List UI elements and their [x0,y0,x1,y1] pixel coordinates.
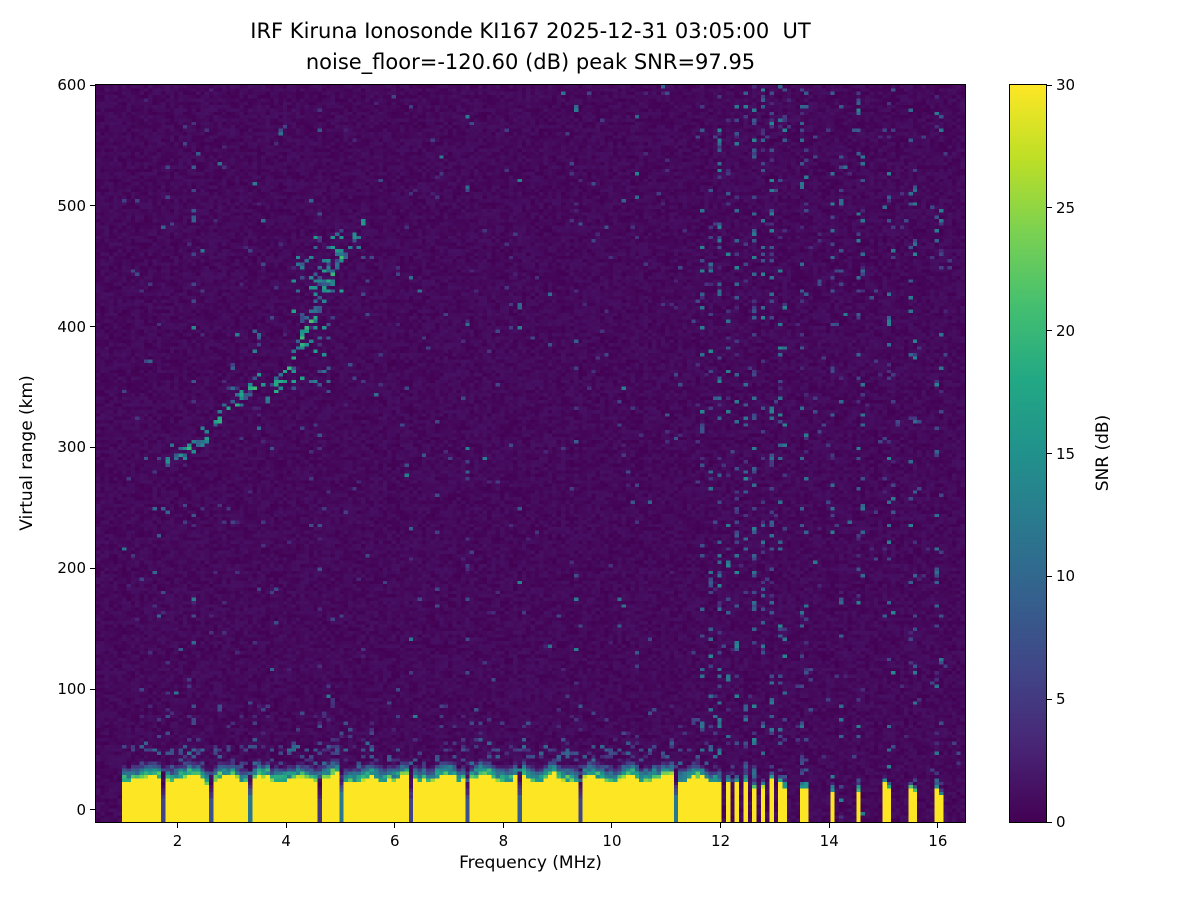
colorbar-tick [1047,575,1052,577]
y-tick-label: 300 [57,438,86,457]
x-tick-label: 12 [711,832,731,850]
y-tick-label: 0 [76,800,86,819]
y-tick [90,567,95,569]
y-tick-label: 600 [57,76,86,94]
colorbar-tick-label: 5 [1056,690,1066,709]
x-tick-label: 10 [602,832,622,850]
x-tick [502,823,504,828]
colorbar-tick-label: 15 [1056,444,1076,463]
x-tick [176,823,178,828]
x-tick [937,823,939,828]
y-tick-label: 400 [57,317,86,336]
x-tick [828,823,830,828]
x-tick-label: 16 [928,832,948,850]
x-tick-label: 14 [819,832,839,850]
y-axis-label: Virtual range (km) [17,375,37,531]
colorbar-tick [1047,698,1052,700]
colorbar-tick-label: 0 [1056,813,1066,831]
y-tick [90,446,95,448]
colorbar-tick-label: 30 [1056,76,1076,94]
x-tick [394,823,396,828]
y-tick [90,326,95,328]
y-tick [90,809,95,811]
colorbar-tick [1047,821,1052,823]
colorbar-label: SNR (dB) [1093,414,1113,492]
colorbar-tick-label: 25 [1056,198,1076,217]
figure-subtitle: noise_floor=-120.60 (dB) peak SNR=97.95 [305,50,756,74]
colorbar-tick [1047,453,1052,454]
y-tick [90,84,95,86]
x-tick-label: 2 [172,832,183,850]
y-tick-label: 500 [57,196,86,215]
x-tick [611,823,613,828]
x-tick [285,823,287,828]
colorbar-gradient [1009,84,1047,823]
colorbar-tick [1047,207,1052,209]
x-tick-label: 8 [498,832,509,850]
x-tick-label: 6 [389,832,400,850]
colorbar-tick-label: 10 [1056,567,1076,586]
colorbar-tick [1047,84,1052,86]
y-tick [90,205,95,207]
y-tick [90,688,95,690]
colorbar-tick-label: 20 [1056,321,1076,340]
plot-area [95,84,966,823]
ionogram-heatmap-canvas [96,85,965,822]
colorbar-tick [1047,330,1052,332]
figure-title: IRF Kiruna Ionosonde KI167 2025-12-31 03… [250,19,811,43]
x-tick [720,823,722,828]
x-tick-label: 4 [281,832,291,850]
y-tick-label: 100 [57,680,86,699]
x-axis-label: Frequency (MHz) [459,853,602,873]
y-tick-label: 200 [57,559,86,578]
